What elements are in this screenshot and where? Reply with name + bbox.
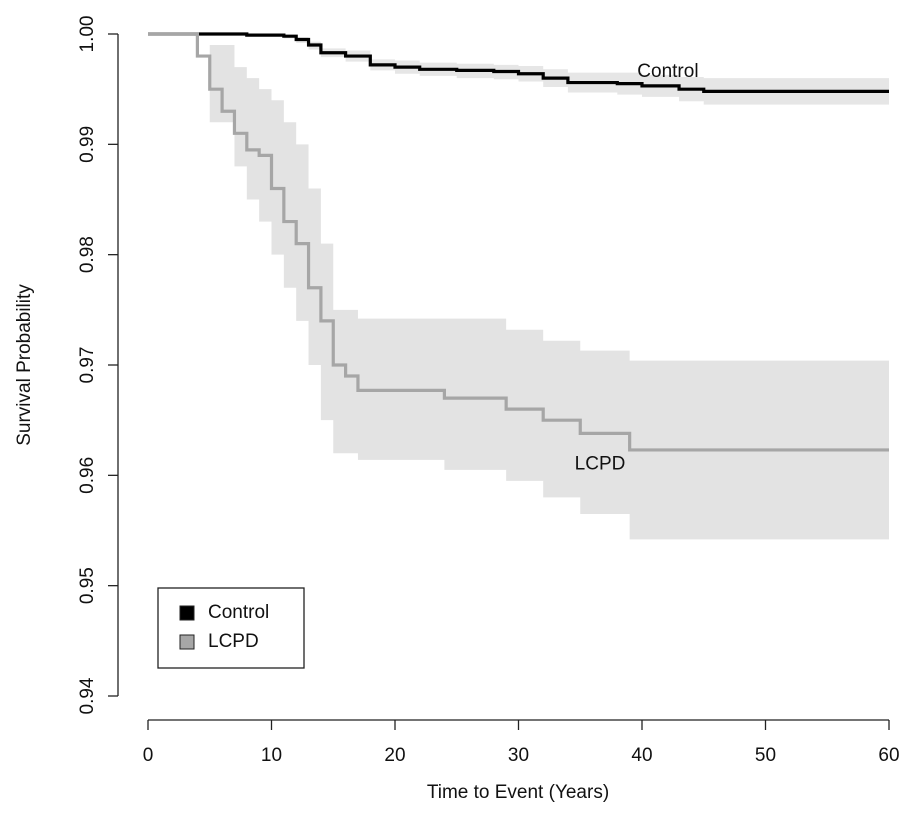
x-tick-label: 0 [143, 745, 154, 766]
y-axis-label: Survival Probability [14, 284, 35, 446]
legend-swatch [179, 605, 195, 621]
confidence-band [148, 34, 889, 540]
legend-box [157, 587, 305, 669]
x-tick-label: 30 [508, 745, 529, 766]
y-tick-label: 0.99 [77, 126, 98, 163]
y-tick-label: 0.98 [77, 236, 98, 273]
annotation: Control [637, 61, 698, 82]
x-tick-label: 50 [755, 745, 776, 766]
x-axis-label: Time to Event (Years) [427, 782, 609, 803]
y-tick-label: 0.94 [77, 677, 98, 714]
annotation: LCPD [575, 453, 626, 474]
x-tick-label: 20 [384, 745, 405, 766]
y-tick-label: 0.97 [77, 347, 98, 384]
legend-swatch [179, 634, 195, 650]
legend: Control LCPD [157, 587, 305, 669]
x-tick-label: 10 [261, 745, 282, 766]
x-tick-label: 40 [631, 745, 652, 766]
y-tick-label: 1.00 [77, 16, 98, 53]
survival-line [148, 32, 889, 93]
x-tick-label: 60 [878, 745, 899, 766]
legend-label: LCPD [208, 631, 259, 652]
y-tick-label: 0.96 [77, 457, 98, 494]
survival-line [148, 32, 889, 452]
legend-label: Control [208, 602, 269, 623]
y-tick-label: 0.95 [77, 567, 98, 604]
